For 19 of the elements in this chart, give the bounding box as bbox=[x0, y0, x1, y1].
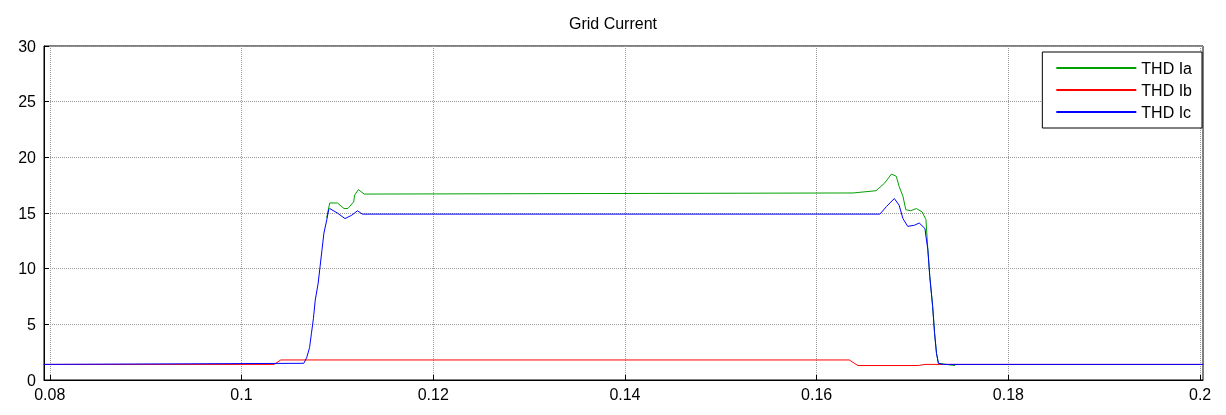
line-series bbox=[43, 198, 1204, 365]
chart-title: Grid Current bbox=[568, 14, 658, 32]
x-tick-label: 0.16 bbox=[801, 385, 833, 403]
legend-label: THD Ia bbox=[1141, 59, 1193, 77]
y-tick-label: 20 bbox=[18, 148, 37, 166]
x-tick-label: 0.08 bbox=[34, 385, 66, 403]
legend-label: THD Ic bbox=[1141, 103, 1192, 121]
y-tick-label: 0 bbox=[27, 371, 37, 389]
y-tick-label: 15 bbox=[18, 204, 37, 222]
x-tick-label: 0.1 bbox=[230, 385, 253, 403]
x-tick-label: 0.14 bbox=[609, 385, 641, 403]
y-tick-label: 25 bbox=[18, 93, 37, 111]
y-tick-label: 10 bbox=[18, 260, 37, 278]
y-tick-label: 30 bbox=[18, 37, 37, 55]
x-tick-label: 0.12 bbox=[417, 385, 449, 403]
x-tick-label: 0.2 bbox=[1189, 385, 1212, 403]
legend-label: THD Ib bbox=[1141, 81, 1193, 99]
y-tick-label: 5 bbox=[27, 315, 37, 333]
x-tick-label: 0.18 bbox=[992, 385, 1025, 403]
